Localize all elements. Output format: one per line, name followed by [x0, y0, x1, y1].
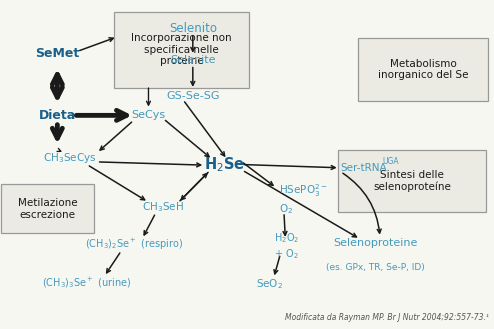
Text: Ser-tRNA: Ser-tRNA [340, 163, 387, 173]
FancyBboxPatch shape [338, 150, 486, 212]
Text: Dieta: Dieta [39, 109, 76, 122]
Text: UGA: UGA [382, 157, 399, 166]
Text: Incorporazione non
specifica nelle
proteine: Incorporazione non specifica nelle prote… [131, 33, 232, 66]
Text: Metabolismo
inorganico del Se: Metabolismo inorganico del Se [378, 59, 468, 80]
Text: Selenito: Selenito [169, 22, 217, 35]
Text: (CH$_3$)$_3$Se$^+$ (urine): (CH$_3$)$_3$Se$^+$ (urine) [42, 275, 131, 290]
Text: H$_2$Se: H$_2$Se [204, 155, 246, 174]
FancyBboxPatch shape [358, 38, 489, 101]
Text: Selenite: Selenite [170, 55, 215, 65]
Text: Metilazione
escrezione: Metilazione escrezione [18, 198, 77, 219]
Text: (es. GPx, TR, Se-P, ID): (es. GPx, TR, Se-P, ID) [326, 263, 424, 272]
Text: SeMet: SeMet [35, 47, 80, 60]
FancyBboxPatch shape [0, 184, 94, 233]
Text: Sintesi delle
selenoproteíne: Sintesi delle selenoproteíne [373, 170, 451, 192]
Text: H$_2$O$_2$
+ O$_2$: H$_2$O$_2$ + O$_2$ [274, 232, 299, 261]
Text: (CH$_3$)$_2$Se$^+$ (respiro): (CH$_3$)$_2$Se$^+$ (respiro) [84, 237, 183, 252]
Text: CH$_3$SeCys: CH$_3$SeCys [43, 151, 96, 165]
Text: Modificata da Rayman MP. Br J Nutr 2004;92:557-73.¹: Modificata da Rayman MP. Br J Nutr 2004;… [285, 314, 489, 322]
Text: O$_2$: O$_2$ [279, 202, 293, 215]
Text: GS-Se-SG: GS-Se-SG [166, 91, 219, 101]
Text: SeCys: SeCys [131, 110, 165, 120]
Text: Selenoproteine: Selenoproteine [333, 238, 417, 248]
Text: HSePO$_3^{2-}$: HSePO$_3^{2-}$ [279, 182, 328, 199]
Text: CH$_3$SeH: CH$_3$SeH [142, 200, 184, 214]
FancyBboxPatch shape [114, 12, 249, 88]
Text: SeO$_2$: SeO$_2$ [255, 277, 283, 291]
